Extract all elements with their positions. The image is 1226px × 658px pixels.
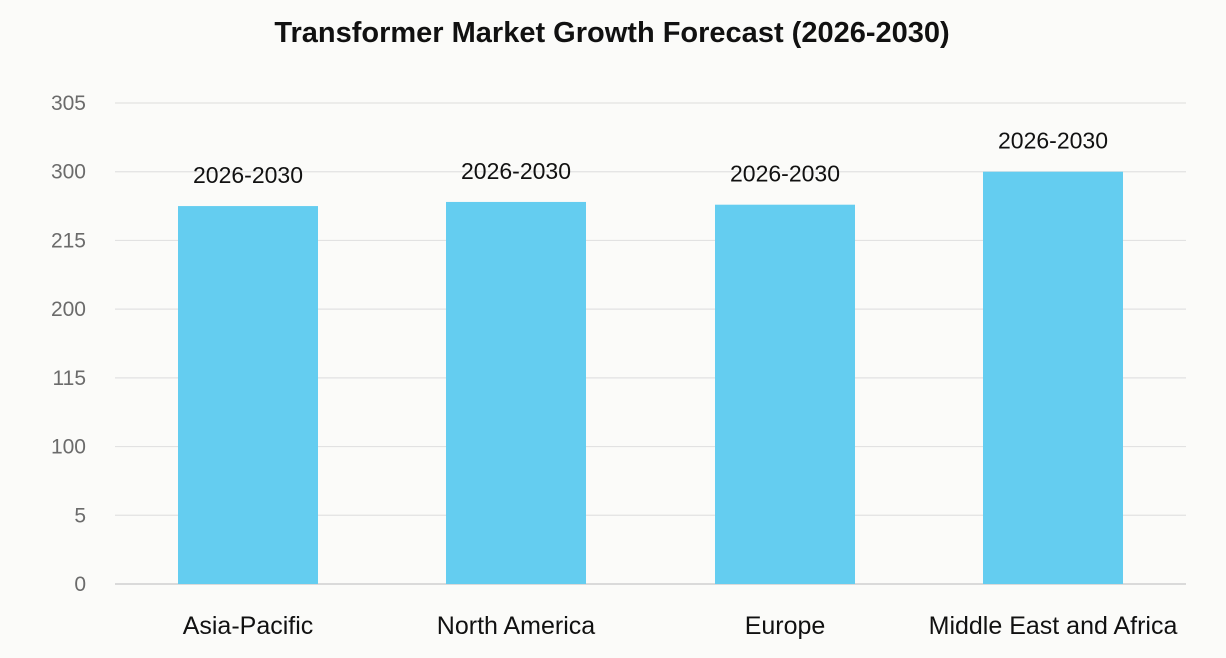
bar-data-label: 2026-2030 [461,158,571,184]
chart-title: Transformer Market Growth Forecast (2026… [274,17,949,49]
y-axis-ticks: 0 5 100 115 200 215 300 305 [51,92,86,596]
y-tick-label: 200 [51,298,86,321]
bar-data-label: 2026-2030 [730,161,840,187]
bar-data-label: 2026-2030 [193,162,303,188]
bar-data-label: 2026-2030 [998,128,1108,154]
bar-asia-pacific [178,206,318,585]
y-tick-label: 115 [53,367,86,390]
x-category-label: Asia-Pacific [183,612,314,640]
x-category-label: Middle East and Africa [929,612,1178,640]
y-tick-label: 305 [51,92,86,115]
data-labels: 2026-2030 2026-2030 2026-2030 2026-2030 [193,128,1108,188]
y-tick-label: 215 [51,229,86,252]
y-tick-label: 0 [74,573,86,596]
bars [178,171,1123,585]
bar-middle-east-and-africa [983,171,1123,584]
y-tick-label: 300 [51,161,86,184]
y-tick-label: 100 [51,436,86,459]
y-tick-label: 5 [74,504,86,527]
x-category-label: North America [437,612,595,640]
x-category-label: Europe [745,612,826,640]
x-axis-categories: Asia-Pacific North America Europe Middle Ea… [183,612,1178,640]
bar-north-america [446,201,586,584]
bar-europe [715,204,855,584]
